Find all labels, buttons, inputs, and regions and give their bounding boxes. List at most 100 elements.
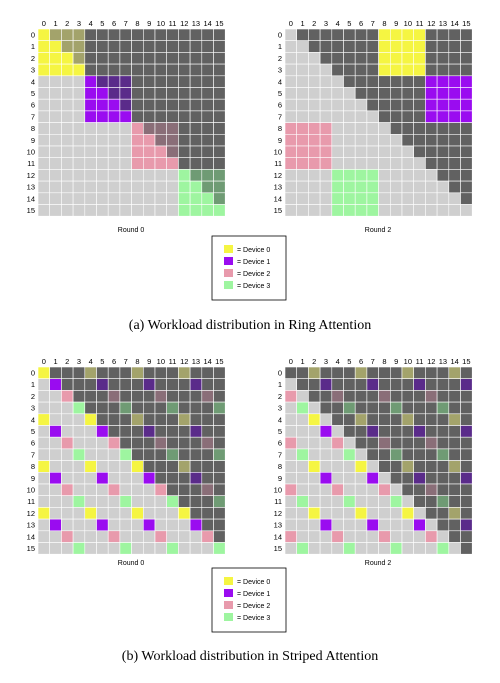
column-label: 15: [462, 19, 470, 28]
grid-cell: [61, 122, 74, 135]
grid-cell: [154, 436, 167, 450]
grid-cell: [61, 390, 74, 403]
grid-cell: [296, 448, 309, 461]
grid-cell: [143, 40, 156, 53]
grid-cell: [213, 52, 226, 65]
grid-cell: [143, 436, 156, 450]
grid-cell: [107, 483, 121, 496]
column-label: 2: [65, 19, 69, 28]
grid-cell: [143, 145, 156, 158]
grid-cell: [308, 448, 321, 461]
grid-cell: [436, 75, 450, 88]
grid-cell: [296, 204, 309, 217]
grid-cell: [331, 507, 344, 520]
grid-cell: [84, 63, 97, 77]
grid-cell: [448, 122, 461, 135]
grid-cell: [143, 448, 156, 461]
grid-cell: [166, 507, 179, 520]
grid-cell: [436, 40, 450, 53]
legend-label-device-0: = Device 0: [237, 247, 270, 254]
grid-cell: [448, 507, 461, 520]
grid-cell: [366, 75, 379, 88]
grid-cell: [107, 169, 121, 182]
grid-cell: [378, 98, 391, 112]
column-label: 0: [289, 19, 293, 28]
row-label: 6: [278, 439, 282, 448]
grid-cell: [460, 63, 473, 77]
grid-cell: [366, 192, 379, 205]
grid-cell: [366, 460, 379, 473]
legend-a: = Device 0 = Device 1 = Device 2 = Devic…: [211, 235, 287, 301]
grid-cell: [119, 192, 132, 205]
grid-cell: [96, 40, 109, 53]
grid-cell: [37, 483, 50, 496]
grid-cell: [319, 145, 333, 158]
grid-cell: [96, 507, 109, 520]
grid-cell: [389, 75, 403, 88]
grid-cell: [436, 87, 450, 100]
grid-cell: [460, 378, 473, 391]
grid-cell: [49, 471, 62, 485]
grid-cell: [366, 110, 379, 123]
row-label: 11: [274, 159, 282, 168]
grid-cell: [389, 448, 403, 461]
grid-cell: [308, 518, 321, 532]
grid-cell: [84, 192, 97, 205]
grid-cell: [448, 28, 461, 41]
grid-cell: [460, 122, 473, 135]
grid-cell: [343, 75, 356, 88]
grid-cell: [296, 28, 309, 41]
row-label: 4: [31, 415, 35, 424]
grid-cell: [84, 169, 97, 182]
grid-cell: [61, 40, 74, 53]
grid-cell: [413, 157, 426, 170]
grid-cell: [189, 495, 203, 508]
grid-cell: [119, 110, 132, 123]
grid-cell: [49, 157, 62, 170]
grid-cell: [413, 542, 426, 555]
column-label: 1: [300, 19, 304, 28]
grid-cell: [96, 425, 109, 438]
row-label: 13: [274, 521, 282, 530]
grid-cell: [343, 413, 356, 426]
grid-cell: [166, 204, 179, 217]
grid-cell: [178, 530, 191, 543]
row-label: 7: [31, 112, 35, 121]
grid-cell: [61, 87, 74, 100]
grid-cell: [413, 169, 426, 182]
grid-cell: [201, 448, 214, 461]
grid-cell: [436, 495, 450, 508]
grid-cell: [166, 75, 179, 88]
grid-cell: [354, 157, 368, 170]
grid-cell: [84, 471, 97, 485]
grid-cell: [425, 110, 438, 123]
grid-cell: [37, 98, 50, 112]
grid-cell: [354, 28, 368, 41]
legend-swatch-device-2: [224, 601, 233, 609]
grid-cell: [354, 530, 368, 543]
grid-cell: [131, 448, 144, 461]
grid-cell: [49, 98, 62, 112]
grid-cell: [331, 483, 344, 496]
grid-cell: [72, 495, 86, 508]
grid-cell: [84, 448, 97, 461]
grid-cell: [460, 542, 473, 555]
grid-cell: [84, 204, 97, 217]
grid-cell: [166, 192, 179, 205]
grid-cell: [96, 87, 109, 100]
grid-cell: [343, 192, 356, 205]
grid-cell: [378, 157, 391, 170]
grid-cell: [308, 40, 321, 53]
grid-cell: [331, 145, 344, 158]
grid-cell: [284, 52, 297, 65]
column-label: 4: [336, 357, 340, 366]
grid-cell: [37, 518, 50, 532]
grid-cell: [460, 413, 473, 426]
grid-cell: [131, 28, 144, 41]
grid-cell: [354, 483, 368, 496]
grid-cell: [354, 122, 368, 135]
grid-cell: [189, 110, 203, 123]
grid-cell: [448, 169, 461, 182]
grid-cell: [354, 87, 368, 100]
